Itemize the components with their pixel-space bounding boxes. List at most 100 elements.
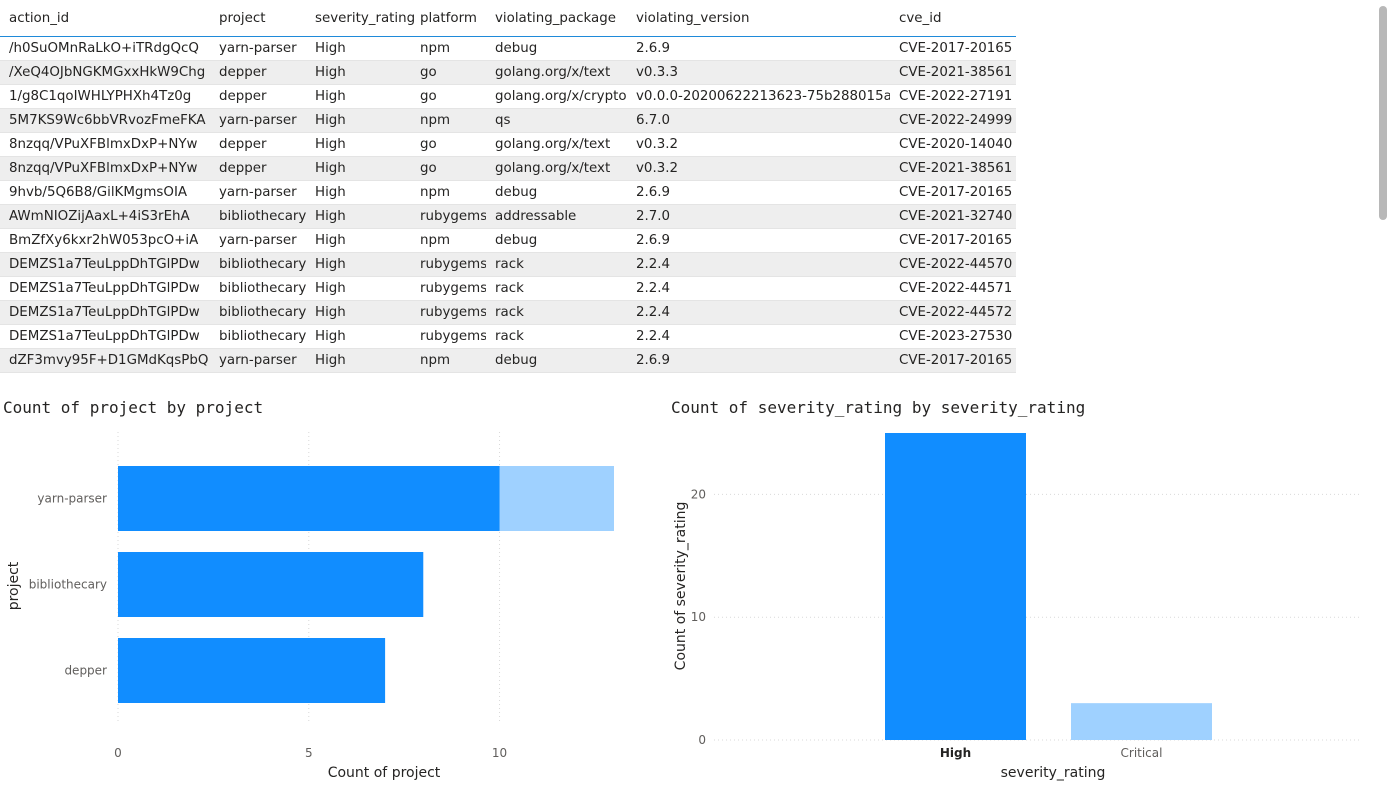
table-cell-severity-rating: High — [306, 132, 411, 157]
bar-bibliothecary[interactable] — [118, 552, 424, 617]
table-row[interactable]: DEMZS1a7TeuLppDhTGlPDw bibliothecary High r… — [0, 300, 1016, 325]
x-tick-label: 10 — [492, 746, 507, 760]
table-cell-severity-rating: High — [306, 60, 411, 85]
table-cell-severity-rating: High — [306, 348, 411, 373]
table-cell-violating-version: 2.6.9 — [627, 180, 890, 205]
table-cell-platform: npm — [411, 180, 486, 205]
table-cell-project: yarn-parser — [210, 348, 306, 373]
table-cell-violating-package: golang.org/x/crypto — [486, 84, 627, 109]
table-row[interactable]: 5M7KS9Wc6bbVRvozFmeFKA yarn-parser High npm… — [0, 108, 1016, 133]
table-cell-platform: go — [411, 156, 486, 181]
table-cell-violating-version: v0.3.3 — [627, 60, 890, 85]
column-header-action-id[interactable]: action_id — [0, 0, 210, 37]
table-cell-cve-id: CVE-2023-27530 — [890, 324, 1016, 349]
data-table: action_id project severity_rating platform v… — [0, 0, 1016, 373]
table-cell-violating-version: v0.0.0-20200622213623-75b288015ac9 — [627, 84, 890, 109]
table-row[interactable]: 8nzqq/VPuXFBlmxDxP+NYw depper High go golang… — [0, 132, 1016, 157]
table-row[interactable]: DEMZS1a7TeuLppDhTGlPDw bibliothecary High r… — [0, 252, 1016, 277]
column-header-platform[interactable]: platform — [411, 0, 486, 37]
table-cell-project: depper — [210, 60, 306, 85]
table-row[interactable]: AWmNIOZijAaxL+4iS3rEhA bibliothecary High r… — [0, 204, 1016, 229]
table-cell-platform: rubygems — [411, 300, 486, 325]
column-header-project[interactable]: project — [210, 0, 306, 37]
table-cell-severity-rating: High — [306, 84, 411, 109]
table-row[interactable]: DEMZS1a7TeuLppDhTGlPDw bibliothecary High r… — [0, 324, 1016, 349]
table-cell-cve-id: CVE-2020-14040 — [890, 132, 1016, 157]
table-cell-cve-id: CVE-2022-27191 — [890, 84, 1016, 109]
table-cell-violating-version: 2.2.4 — [627, 252, 890, 277]
x-axis-title: severity_rating — [1001, 765, 1106, 781]
x-tick-label: 0 — [114, 746, 122, 760]
table-scrollbar[interactable] — [1378, 0, 1388, 382]
table-cell-violating-package: rack — [486, 300, 627, 325]
table-row[interactable]: 1/g8C1qoIWHLYPHXh4Tz0g depper High go golang… — [0, 84, 1016, 109]
table-row[interactable]: BmZfXy6kxr2hW053pcO+iA yarn-parser High npm… — [0, 228, 1016, 253]
x-tick-label: 5 — [305, 746, 313, 760]
x-category-label: Critical — [1121, 746, 1163, 760]
column-header-cve-id[interactable]: cve_id — [890, 0, 1016, 37]
table-row[interactable]: /XeQ4OJbNGKMGxxHkW9Chg depper High go golang… — [0, 60, 1016, 85]
table-cell-violating-package: debug — [486, 180, 627, 205]
y-axis-title: Count of severity_rating — [673, 502, 689, 671]
table-body: /h0SuOMnRaLkO+iTRdgQcQ yarn-parser High npm… — [0, 36, 1016, 373]
table-cell-platform: go — [411, 84, 486, 109]
table-cell-violating-package: rack — [486, 324, 627, 349]
column-header-violating-package[interactable]: violating_package — [486, 0, 627, 37]
project-chart-title: Count of project by project — [3, 398, 264, 417]
table-cell-action-id: 8nzqq/VPuXFBlmxDxP+NYw — [0, 156, 210, 181]
bar-depper[interactable] — [118, 638, 386, 703]
column-header-violating-version[interactable]: violating_version — [627, 0, 890, 37]
table-cell-cve-id: CVE-2021-38561 — [890, 60, 1016, 85]
table-cell-cve-id: CVE-2022-44571 — [890, 276, 1016, 301]
bar-critical[interactable] — [1071, 703, 1212, 740]
table-cell-violating-package: golang.org/x/text — [486, 156, 627, 181]
table-cell-action-id: /h0SuOMnRaLkO+iTRdgQcQ — [0, 36, 210, 61]
y-category-label: bibliothecary — [29, 578, 107, 592]
table-cell-project: bibliothecary — [210, 276, 306, 301]
y-axis-title: project — [6, 561, 22, 610]
table-cell-action-id: DEMZS1a7TeuLppDhTGlPDw — [0, 252, 210, 277]
table-cell-severity-rating: High — [306, 180, 411, 205]
table-row[interactable]: 9hvb/5Q6B8/GilKMgmsOIA yarn-parser High npm… — [0, 180, 1016, 205]
table-cell-platform: npm — [411, 36, 486, 61]
table-row[interactable]: 8nzqq/VPuXFBlmxDxP+NYw depper High go golang… — [0, 156, 1016, 181]
table-cell-platform: go — [411, 132, 486, 157]
bar-high[interactable] — [885, 433, 1026, 740]
column-header-severity-rating[interactable]: severity_rating — [306, 0, 415, 37]
table-cell-cve-id: CVE-2017-20165 — [890, 180, 1016, 205]
table-cell-action-id: dZF3mvy95F+D1GMdKqsPbQ — [0, 348, 210, 373]
table-row[interactable]: /h0SuOMnRaLkO+iTRdgQcQ yarn-parser High npm… — [0, 36, 1016, 61]
table-cell-cve-id: CVE-2017-20165 — [890, 228, 1016, 253]
bar-yarn-parser[interactable] — [118, 466, 500, 531]
table-cell-violating-version: 2.2.4 — [627, 276, 890, 301]
table-cell-severity-rating: High — [306, 324, 411, 349]
table-cell-severity-rating: High — [306, 204, 411, 229]
table-cell-violating-version: 2.2.4 — [627, 300, 890, 325]
table-cell-platform: rubygems — [411, 252, 486, 277]
table-cell-violating-package: golang.org/x/text — [486, 60, 627, 85]
table-cell-cve-id: CVE-2022-24999 — [890, 108, 1016, 133]
table-cell-project: yarn-parser — [210, 228, 306, 253]
table-row[interactable]: dZF3mvy95F+D1GMdKqsPbQ yarn-parser High npm… — [0, 348, 1016, 373]
table-cell-violating-version: 2.6.9 — [627, 36, 890, 61]
scrollbar-thumb[interactable] — [1379, 6, 1387, 220]
table-cell-violating-version: 2.6.9 — [627, 228, 890, 253]
table-cell-cve-id: CVE-2017-20165 — [890, 348, 1016, 373]
table-cell-project: depper — [210, 132, 306, 157]
table-cell-project: depper — [210, 156, 306, 181]
table-cell-project: yarn-parser — [210, 108, 306, 133]
table-cell-action-id: BmZfXy6kxr2hW053pcO+iA — [0, 228, 210, 253]
y-category-label: yarn-parser — [37, 492, 107, 506]
table-cell-violating-package: qs — [486, 108, 627, 133]
x-axis-title: Count of project — [328, 765, 441, 781]
table-cell-action-id: AWmNIOZijAaxL+4iS3rEhA — [0, 204, 210, 229]
x-category-label: High — [940, 746, 971, 760]
y-tick-label: 20 — [691, 487, 706, 501]
severity-chart-title: Count of severity_rating by severity_rat… — [671, 398, 1086, 417]
table-row[interactable]: DEMZS1a7TeuLppDhTGlPDw bibliothecary High r… — [0, 276, 1016, 301]
table-cell-action-id: DEMZS1a7TeuLppDhTGlPDw — [0, 324, 210, 349]
table-cell-violating-package: rack — [486, 252, 627, 277]
table-cell-platform: rubygems — [411, 324, 486, 349]
table-cell-platform: rubygems — [411, 204, 486, 229]
table-cell-project: yarn-parser — [210, 180, 306, 205]
